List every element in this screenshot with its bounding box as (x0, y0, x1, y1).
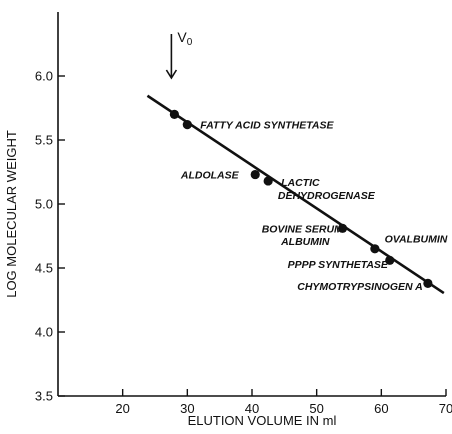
data-point (250, 169, 260, 180)
y-tick-label: 6.0 (35, 69, 53, 84)
x-tick-label: 20 (115, 401, 129, 416)
data-point (370, 244, 380, 254)
y-tick-label: 4.0 (35, 325, 53, 340)
y-tick-label: 5.5 (35, 133, 53, 148)
axes (57, 12, 446, 397)
point-annotation: ALDOLASE (180, 170, 240, 182)
annotations: FATTY ACID SYNTHETASE ALDOLASE LACTICDEHYD… (180, 120, 448, 293)
v0-marker: V0 (165, 29, 193, 80)
y-tick-label: 5.0 (35, 197, 53, 212)
point-annotation: ALBUMIN (280, 236, 330, 248)
x-axis-title: ELUTION VOLUME IN ml (188, 413, 337, 428)
data-point (169, 109, 179, 119)
x-tick-label: 60 (374, 401, 388, 416)
v0-label: V0 (177, 29, 192, 48)
data-point (263, 176, 273, 186)
point-annotation: CHYMOTRYPSINOGEN A (297, 281, 422, 293)
v0-label-main: V (177, 29, 187, 45)
data-points (169, 109, 433, 288)
x-tick-label: 30 (180, 401, 194, 416)
point-annotation: BOVINE SERUM (262, 223, 343, 235)
point-annotation: PPPP SYNTHETASE (288, 259, 389, 271)
v0-label-subscript: 0 (187, 37, 193, 48)
data-point (337, 223, 348, 233)
y-tick-label: 4.5 (35, 261, 53, 276)
point-annotation: DEHYDROGENASE (278, 190, 376, 202)
data-point (423, 278, 433, 288)
x-tick-label: 70 (439, 401, 452, 416)
point-annotation: OVALBUMIN (385, 234, 448, 246)
data-point (385, 255, 395, 265)
x-tick-label: 40 (245, 401, 259, 416)
ticks: 20 30 40 50 60 70 3.5 4.0 4.5 5.0 5.5 6.0 (35, 69, 452, 417)
v0-arrow-head (165, 69, 178, 80)
data-point (182, 120, 192, 130)
point-annotation: FATTY ACID SYNTHETASE (200, 120, 334, 132)
point-annotation: LACTIC (281, 177, 320, 189)
y-tick-label: 3.5 (35, 389, 53, 404)
x-tick-label: 50 (309, 401, 323, 416)
y-axis-title: LOG MOLECULAR WEIGHT (4, 130, 19, 298)
